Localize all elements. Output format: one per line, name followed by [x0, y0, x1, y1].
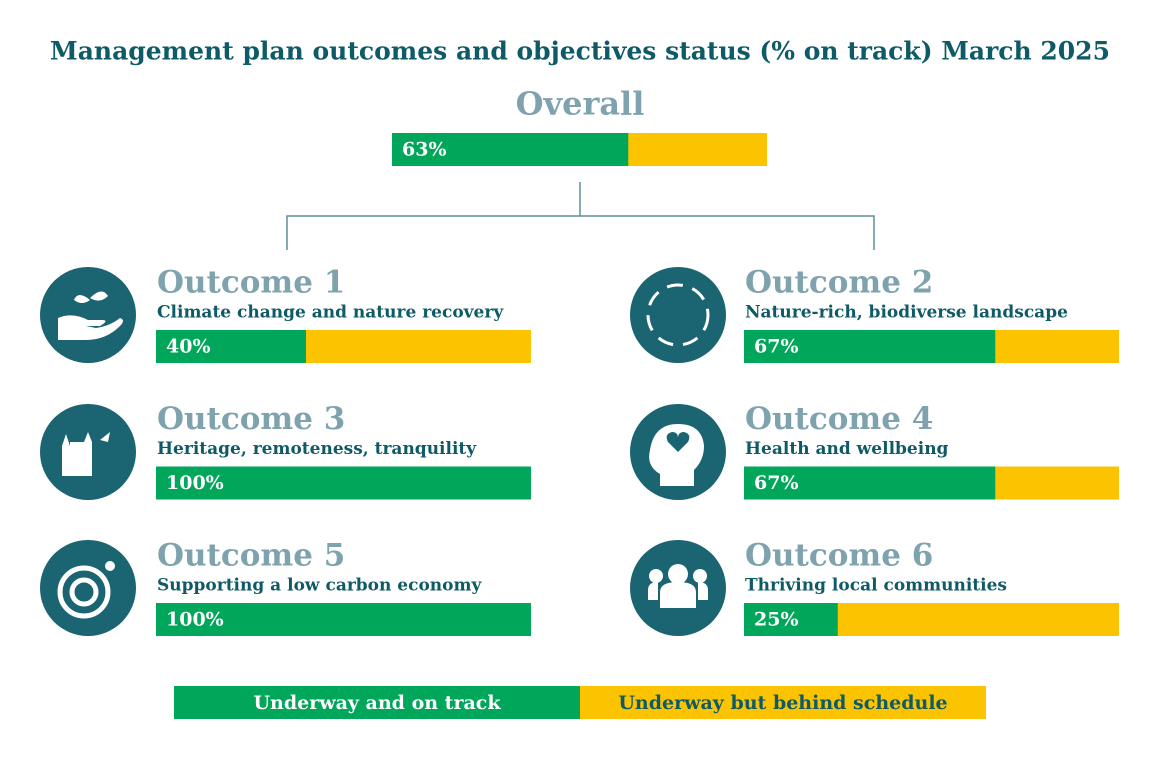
bar — [156, 330, 306, 363]
outcome-label: Outcome 5 — [157, 538, 345, 574]
icons — [40, 267, 726, 636]
legend-label: Underway but behind schedule — [618, 692, 947, 714]
icon-climate — [40, 267, 136, 363]
glyph — [57, 565, 111, 619]
bar — [744, 466, 996, 500]
glyph — [693, 569, 707, 583]
outcome-label: Outcome 3 — [157, 401, 345, 437]
outcome-label: Outcome 2 — [745, 265, 933, 301]
outcome-label: Outcome 4 — [745, 401, 933, 437]
legend-swatch — [580, 686, 986, 719]
glyph — [649, 569, 663, 583]
legend-swatch — [174, 686, 580, 719]
outcome-subtitle: Heritage, remoteness, tranquility — [157, 439, 477, 459]
glyph — [62, 432, 110, 476]
title: Management plan outcomes and objectives … — [50, 37, 1110, 66]
outcome-subtitle: Health and wellbeing — [745, 439, 949, 459]
glyph — [666, 432, 690, 452]
value-label: 100% — [166, 609, 224, 631]
bar — [392, 133, 629, 166]
glyph — [105, 561, 115, 571]
glyph — [646, 283, 710, 347]
glyph — [69, 577, 99, 607]
icon-carbon — [40, 540, 136, 636]
outcome-label: Outcome 6 — [745, 538, 933, 574]
bar — [744, 603, 838, 636]
glyph — [649, 424, 704, 486]
value-label: 100% — [166, 472, 224, 494]
bar — [156, 603, 531, 636]
icon-nature — [630, 267, 726, 363]
value-label: 25% — [754, 609, 799, 631]
bar — [156, 466, 531, 500]
glyph — [668, 564, 688, 584]
overall-label: Overall — [516, 85, 645, 123]
bar — [744, 330, 996, 363]
value-label: 40% — [166, 336, 211, 358]
outcome-subtitle: Supporting a low carbon economy — [157, 576, 482, 596]
glyph — [648, 582, 708, 608]
legend-label: Underway and on track — [253, 692, 501, 714]
glyph — [58, 291, 123, 340]
outcome-subtitle: Thriving local communities — [745, 576, 1007, 596]
outcome-label: Outcome 1 — [157, 265, 345, 301]
value-label: 63% — [402, 139, 447, 161]
connector — [286, 182, 875, 250]
value-label: 67% — [754, 336, 799, 358]
value-label: 67% — [754, 472, 799, 494]
outcome-subtitle: Climate change and nature recovery — [157, 303, 504, 323]
outcome-subtitle: Nature-rich, biodiverse landscape — [745, 303, 1068, 323]
